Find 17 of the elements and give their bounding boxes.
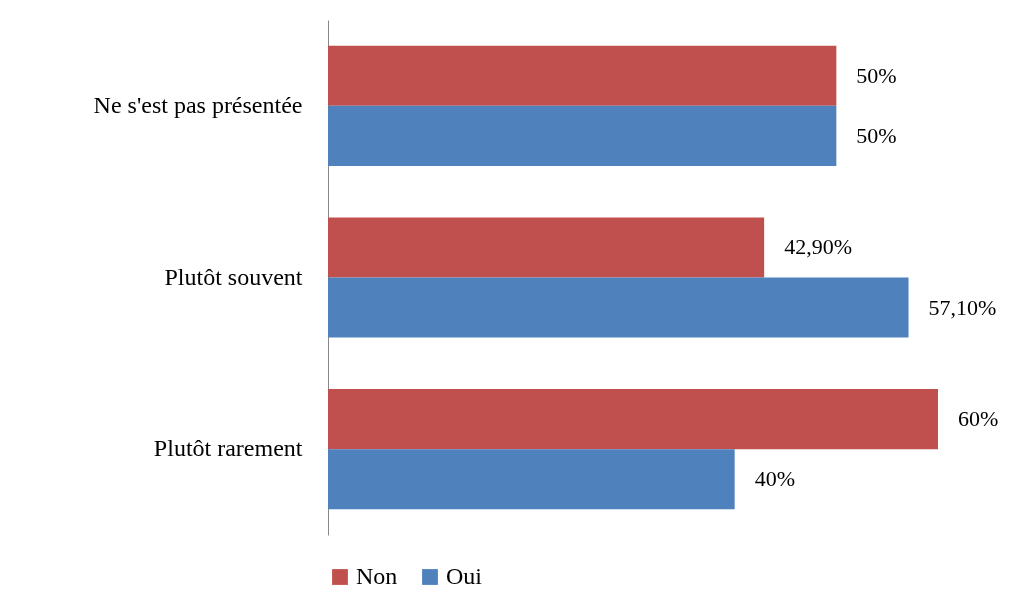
bar xyxy=(328,449,735,510)
y-tick-label: Ne s'est pas présentée xyxy=(93,91,303,118)
bar xyxy=(328,277,909,338)
bar xyxy=(328,45,837,106)
bar xyxy=(328,217,765,278)
y-tick-label: Plutôt rarement xyxy=(153,435,303,462)
data-label: 42,90% xyxy=(784,234,852,260)
data-label: 50% xyxy=(856,62,897,88)
data-label: 60% xyxy=(958,406,999,432)
bar xyxy=(328,389,938,450)
legend-label: Non xyxy=(356,563,398,589)
bar xyxy=(328,105,837,166)
legend-label: Oui xyxy=(446,563,483,589)
y-tick-label: Plutôt souvent xyxy=(164,263,303,290)
data-label: 40% xyxy=(754,466,795,492)
data-label: 57,10% xyxy=(928,294,997,320)
data-label: 50% xyxy=(856,122,897,148)
